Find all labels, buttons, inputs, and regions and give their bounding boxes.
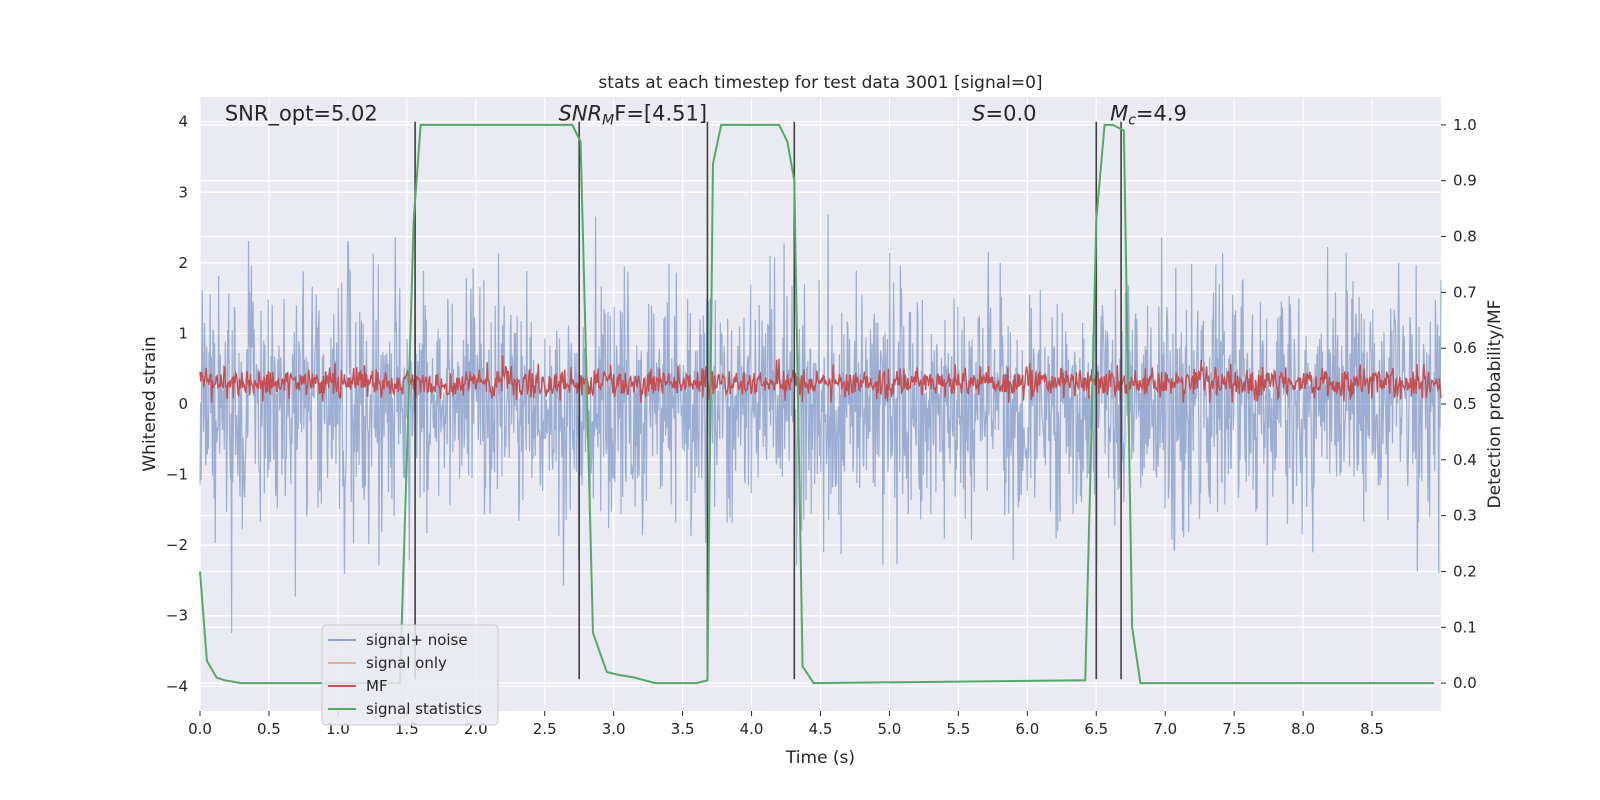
annotation-snr-opt: SNR_opt=5.02 bbox=[225, 102, 378, 127]
legend-box bbox=[321, 624, 499, 726]
series-mf bbox=[199, 355, 1442, 403]
legend-label-mf: MF bbox=[366, 677, 388, 695]
annotation-s-stat: S=0.0 bbox=[972, 102, 1036, 126]
legend-entry-signal-statistics: signal statistics bbox=[328, 700, 482, 718]
annotation-mc-sub: c bbox=[1128, 113, 1136, 129]
y-right-tick-label: 1.0 bbox=[1453, 116, 1477, 134]
y-right-tick-label: 0.7 bbox=[1453, 283, 1477, 301]
x-tick-label: 3.0 bbox=[602, 720, 626, 738]
y-right-tick-label: 0.9 bbox=[1453, 172, 1477, 190]
x-axis-label: Time (s) bbox=[785, 748, 855, 768]
y-tick-label: 3 bbox=[178, 183, 188, 201]
annotation-s-main: S bbox=[972, 102, 985, 126]
annotations: SNR_opt=5.02 SNRMF=[4.51] S=0.0 Mc=4.9 bbox=[225, 102, 1187, 129]
y-right-tick-label: 0.5 bbox=[1453, 395, 1477, 413]
series-line-mf bbox=[199, 355, 1442, 403]
x-tick-label: 8.0 bbox=[1291, 720, 1315, 738]
y-right-tick-label: 0.4 bbox=[1453, 451, 1477, 469]
annotation-snr-mf-rest: F=[4.51] bbox=[614, 102, 707, 126]
y-right-tick-label: 0.3 bbox=[1453, 507, 1477, 525]
x-tick-label: 5.0 bbox=[878, 720, 902, 738]
legend-entry-signal-noise: signal+ noise bbox=[328, 631, 468, 649]
y-axis-label: Whitened strain bbox=[140, 336, 160, 471]
chart-title: stats at each timestep for test data 300… bbox=[598, 73, 1042, 93]
x-tick-label: 5.5 bbox=[946, 720, 970, 738]
series-line-signal-noise bbox=[199, 214, 1442, 634]
x-tick-label: 6.5 bbox=[1084, 720, 1108, 738]
y-right-tick-label: 0.6 bbox=[1453, 339, 1477, 357]
legend: signal+ noise signal only MF signal stat… bbox=[321, 624, 499, 726]
legend-label-signal-statistics: signal statistics bbox=[366, 700, 482, 718]
grid-lines bbox=[199, 97, 1441, 711]
y-right-tick-label: 0.8 bbox=[1453, 228, 1477, 246]
y-right-tick-label: 0.0 bbox=[1453, 674, 1477, 692]
x-tick-label: 4.0 bbox=[740, 720, 764, 738]
x-tick-label: 2.5 bbox=[533, 720, 557, 738]
y-tick-label: −1 bbox=[166, 466, 188, 484]
x-tick-label: 0.5 bbox=[257, 720, 281, 738]
series-signal-statistics bbox=[199, 123, 1435, 685]
x-tick-label: 6.0 bbox=[1015, 720, 1039, 738]
vertical-markers bbox=[414, 121, 1122, 680]
y-tick-label: −2 bbox=[166, 536, 188, 554]
y-tick-label: 1 bbox=[178, 324, 188, 342]
annotation-snr-mf-sub: M bbox=[602, 113, 614, 129]
axis-ticks: 0.0 0.5 1.0 1.5 2.0 2.5 3.0 3.5 4.0 4.5 5.0 5.5 6.0 6… bbox=[166, 113, 1477, 738]
y-right-tick-label: 0.2 bbox=[1453, 562, 1477, 580]
y-tick-label: −3 bbox=[166, 607, 188, 625]
legend-label-signal-noise: signal+ noise bbox=[366, 631, 468, 649]
annotation-s-rest: =0.0 bbox=[986, 102, 1037, 126]
y-tick-label: −4 bbox=[166, 677, 188, 695]
x-tick-label: 4.5 bbox=[809, 720, 833, 738]
annotation-mc: Mc=4.9 bbox=[1110, 102, 1187, 129]
x-tick-label: 3.5 bbox=[671, 720, 695, 738]
y-tick-label: 2 bbox=[178, 254, 188, 272]
x-tick-label: 7.5 bbox=[1222, 720, 1246, 738]
y-right-tick-label: 0.1 bbox=[1453, 618, 1477, 636]
series-line-signal-statistics bbox=[199, 123, 1435, 685]
annotation-snr-mf-main: SNR bbox=[559, 102, 603, 126]
annotation-snr-mf: SNRMF=[4.51] bbox=[559, 102, 708, 129]
y-tick-label: 4 bbox=[178, 113, 188, 131]
series-signal-noise bbox=[199, 214, 1442, 634]
annotation-mc-rest: =4.9 bbox=[1136, 102, 1187, 126]
x-tick-label: 7.0 bbox=[1153, 720, 1177, 738]
legend-entry-signal-only: signal only bbox=[328, 654, 447, 672]
legend-label-signal-only: signal only bbox=[366, 654, 447, 672]
x-tick-label: 8.5 bbox=[1360, 720, 1384, 738]
annotation-mc-main: M bbox=[1110, 102, 1128, 126]
y-tick-label: 0 bbox=[178, 395, 188, 413]
y-axis-right-label: Detection probability/MF bbox=[1485, 300, 1505, 509]
legend-entry-mf: MF bbox=[328, 677, 388, 695]
x-tick-label: 0.0 bbox=[188, 720, 212, 738]
